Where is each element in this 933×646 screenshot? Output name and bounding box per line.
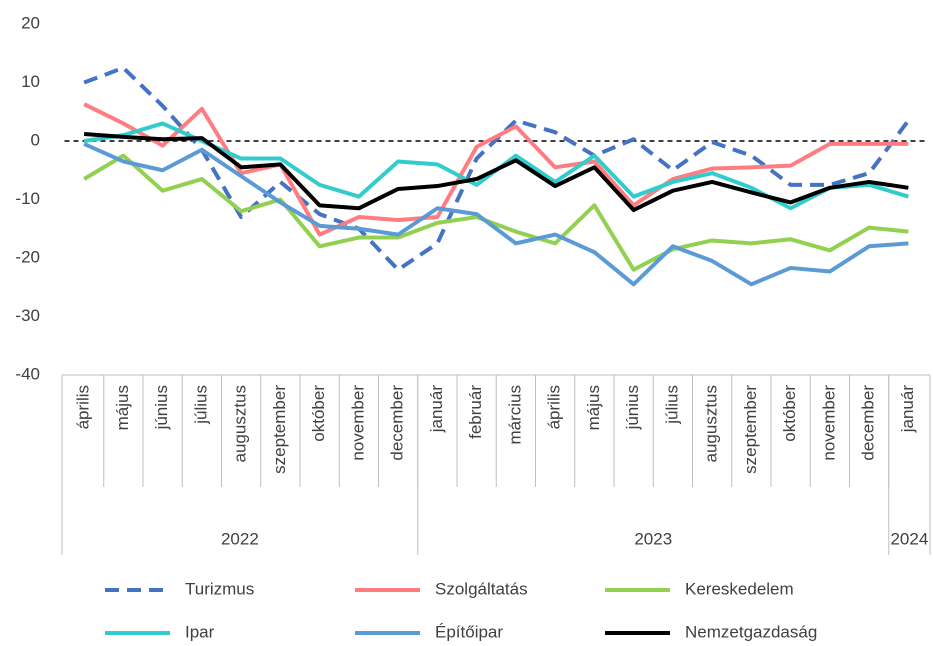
y-tick-label: -20	[15, 247, 40, 266]
x-tick-label: szeptember	[270, 385, 289, 474]
legend-label: Ipar	[185, 622, 215, 641]
group-label: 2024	[890, 529, 928, 548]
group-label: 2022	[221, 529, 259, 548]
y-tick-label: 20	[21, 13, 40, 32]
x-tick-label: január	[898, 385, 917, 434]
y-tick-label: 10	[21, 72, 40, 91]
y-tick-label: -10	[15, 189, 40, 208]
legend-label: Kereskedelem	[685, 579, 794, 598]
x-tick-label: május	[584, 385, 603, 430]
x-tick-label: szeptember	[741, 385, 760, 474]
x-tick-label: április	[545, 385, 564, 429]
series-line	[83, 142, 909, 287]
x-tick-label: június	[152, 385, 171, 430]
x-tick-label: október	[309, 385, 328, 442]
y-tick-label: -40	[15, 364, 40, 383]
legend-label: Nemzetgazdaság	[685, 622, 817, 641]
x-tick-label: január	[427, 385, 446, 434]
x-tick-label: augusztus	[702, 385, 721, 463]
x-tick-label: december	[388, 385, 407, 461]
x-tick-label: március	[505, 385, 524, 445]
x-tick-label: november	[348, 385, 367, 461]
x-tick-label: április	[74, 385, 93, 429]
legend-label: Turizmus	[185, 579, 254, 598]
x-tick-label: július	[662, 385, 681, 425]
series-line	[83, 131, 909, 213]
x-tick-label: december	[859, 385, 878, 461]
series-line	[83, 65, 910, 272]
x-tick-label: november	[819, 385, 838, 461]
y-tick-label: -30	[15, 306, 40, 325]
x-tick-label: február	[466, 385, 485, 439]
x-tick-label: június	[623, 385, 642, 430]
x-tick-label: augusztus	[231, 385, 250, 463]
legend-label: Építőipar	[435, 622, 503, 641]
y-tick-label: 0	[31, 130, 40, 149]
series-line	[83, 102, 909, 237]
x-tick-label: május	[113, 385, 132, 430]
x-tick-label: október	[780, 385, 799, 442]
x-tick-label: július	[191, 385, 210, 425]
group-label: 2023	[634, 529, 672, 548]
legend-label: Szolgáltatás	[435, 579, 528, 598]
series-line	[83, 153, 909, 272]
